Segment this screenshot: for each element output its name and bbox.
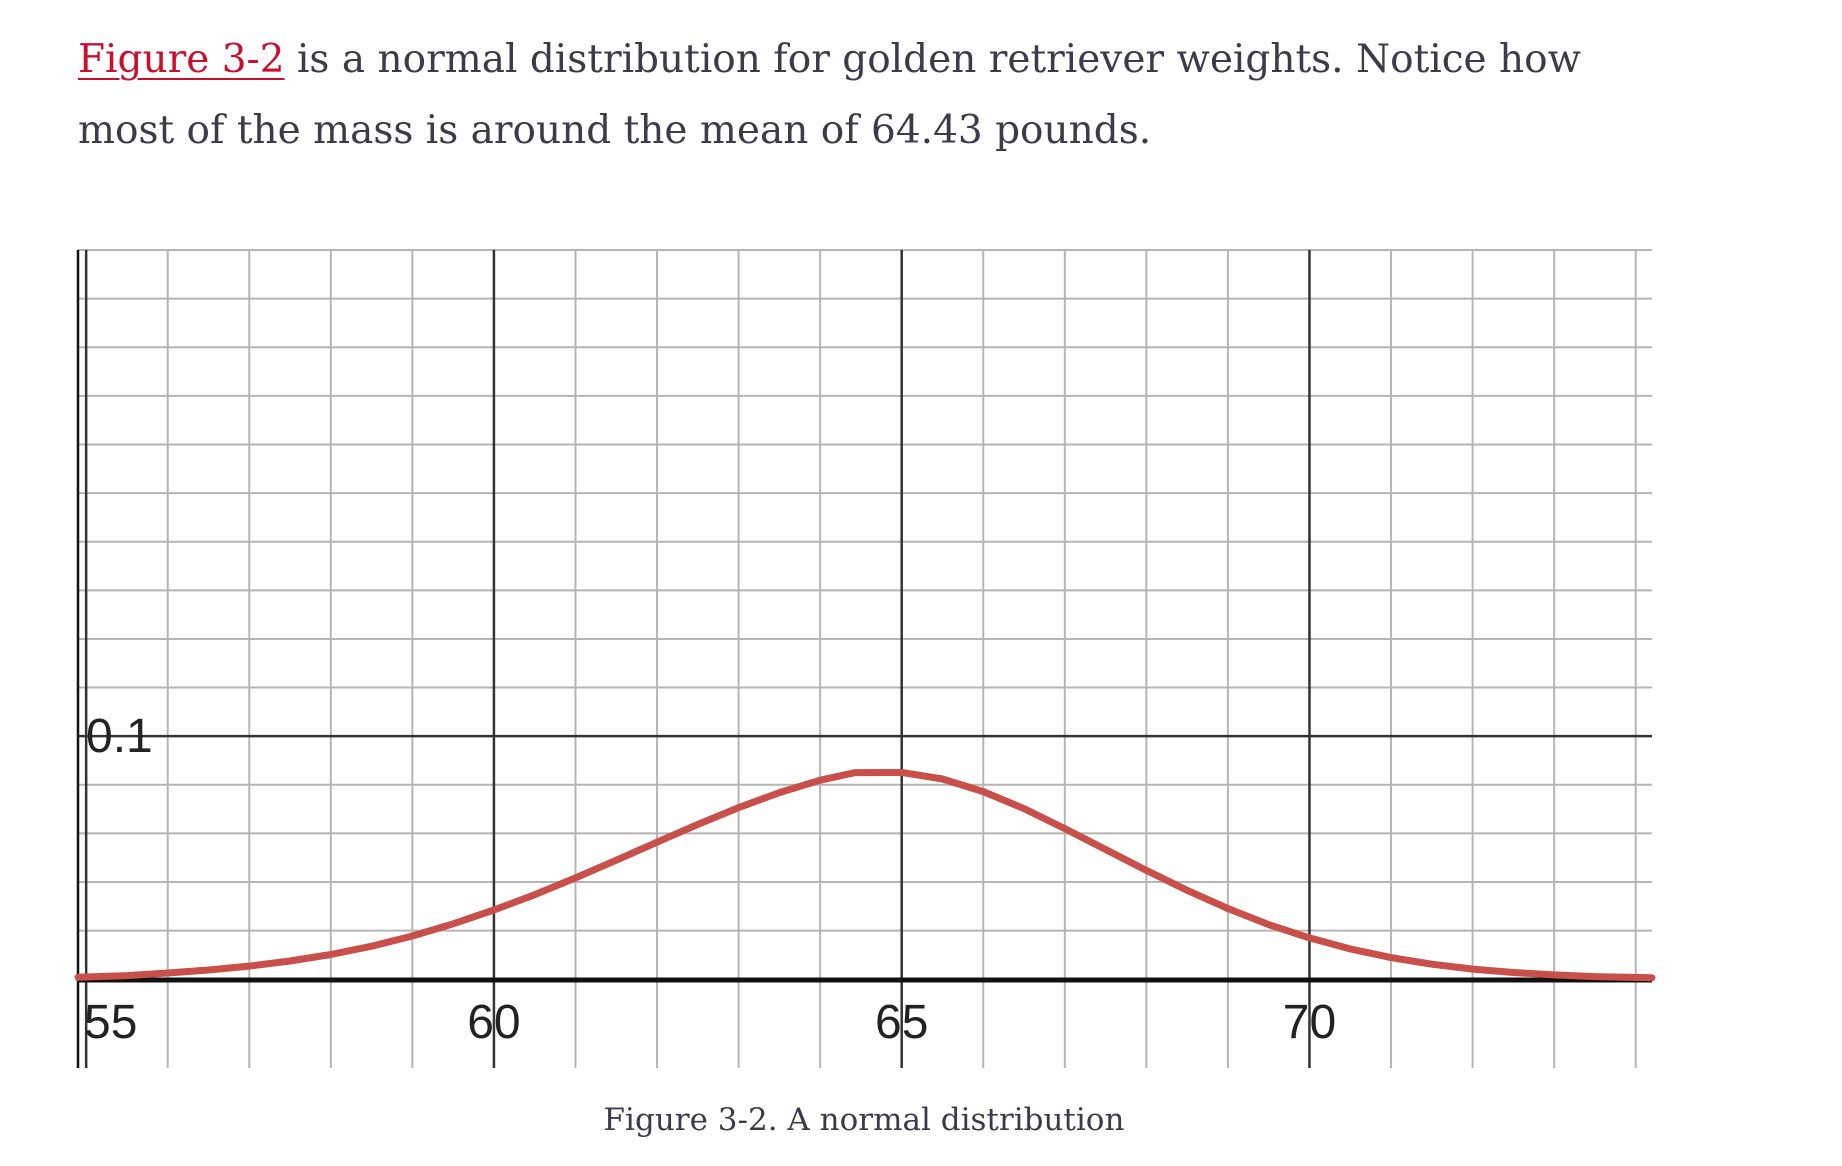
figure-caption: Figure 3-2. A normal distribution xyxy=(603,1102,1125,1138)
normal-curve-line xyxy=(74,768,1656,982)
x-tick-label: 70 xyxy=(1283,996,1336,1049)
figure-link[interactable]: Figure 3-2 xyxy=(78,37,285,82)
x-tick-label: 60 xyxy=(467,996,520,1049)
x-tick-label: 55 xyxy=(84,996,137,1049)
paragraph-text: is a normal distribution for golden retr… xyxy=(78,37,1582,153)
intro-paragraph: Figure 3-2 is a normal distribution for … xyxy=(78,24,1678,166)
x-tick-label: 65 xyxy=(875,996,928,1049)
y-tick-label: 0.1 xyxy=(86,710,153,763)
